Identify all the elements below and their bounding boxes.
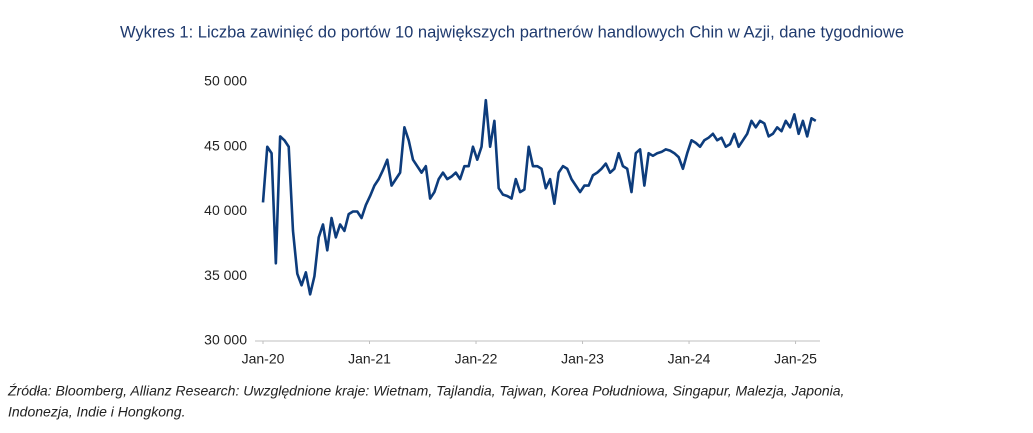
y-tick-label: 50 000 <box>204 73 247 89</box>
y-tick-label: 45 000 <box>204 137 247 153</box>
y-tick-label: 35 000 <box>204 267 247 283</box>
footnote: Źródła: Bloomberg, Allianz Research: Uwz… <box>7 383 844 399</box>
y-tick-label: 40 000 <box>204 202 247 218</box>
line <box>261 98 817 296</box>
y-tick-label: 30 000 <box>204 332 247 348</box>
x-tick-label: Jan-25 <box>774 351 817 367</box>
x-tick-label: Jan-22 <box>455 351 498 367</box>
x-tick-label: Jan-24 <box>668 351 711 367</box>
x-tick-label: Jan-20 <box>242 351 285 367</box>
x-tick-label: Jan-21 <box>348 351 391 367</box>
footnote: Indonezja, Indie i Hongkong. <box>8 404 185 420</box>
chart-title: Wykres 1: Liczba zawinięć do portów 10 n… <box>120 23 904 41</box>
x-tick-label: Jan-23 <box>561 351 604 367</box>
